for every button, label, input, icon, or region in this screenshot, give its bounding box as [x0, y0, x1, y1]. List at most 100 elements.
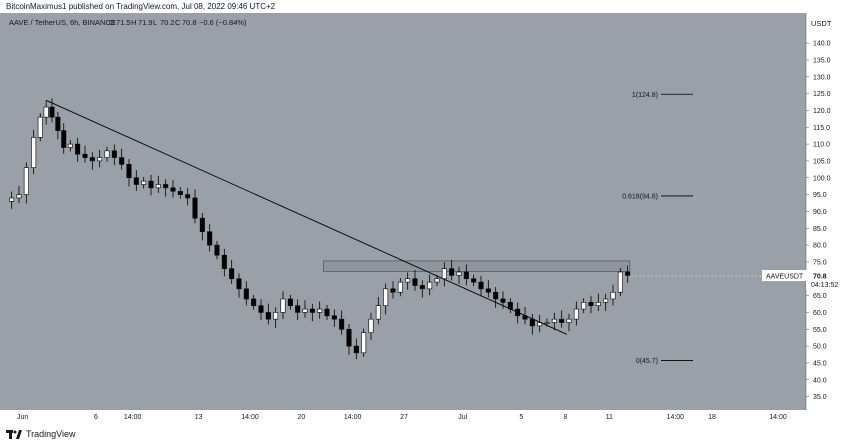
candle-body-up [302, 308, 308, 313]
time-tick-label: 14:00 [667, 414, 685, 421]
time-tick-label: 20 [297, 414, 305, 421]
price-tick-label: 85.0 [813, 226, 827, 233]
candle-body-down [89, 157, 95, 162]
candle-body-up [434, 278, 440, 283]
resistance-zone [323, 260, 631, 272]
candle-body-up [368, 318, 374, 333]
candle-body-up [397, 281, 403, 293]
symbol-tag-bg [762, 270, 806, 282]
fib-level-label: 1(124.8) [632, 92, 658, 99]
time-tick-label: Jun [17, 414, 28, 421]
time-tick-label: 13 [195, 414, 203, 421]
candle-body-down [49, 106, 55, 118]
close-label: C [175, 18, 181, 27]
candle-body-down [177, 190, 183, 195]
time-tick-label: 8 [563, 414, 567, 421]
time-axis-background [0, 410, 850, 425]
candle-body-up [9, 197, 15, 202]
candle-body-down [493, 291, 499, 300]
candle-body-up [573, 308, 579, 320]
candle-body-down [324, 308, 330, 317]
ohlc-readout: O 71.5 H 71.9 L 70.2 C 70.8 −0.6 (−0.84%… [109, 18, 247, 27]
candle-body-up [31, 137, 37, 168]
close-value: 70.8 [182, 18, 197, 27]
candle-body-down [192, 197, 198, 219]
footer-brand-text: TradingView [26, 429, 76, 439]
candle-body-up [610, 291, 616, 300]
candle-body-up [23, 167, 29, 195]
chart-title: AAVE / TetherUS, 6h, BINANCE [9, 18, 116, 27]
time-tick-label: 27 [400, 414, 408, 421]
candle-body-down [265, 312, 271, 320]
last-price-tag-bg [806, 270, 850, 291]
candle-body-up [155, 184, 161, 189]
price-tick-label: 50.0 [813, 344, 827, 351]
candle-body-up [97, 157, 103, 162]
price-axis-background [806, 13, 850, 410]
time-tick-label: 5 [519, 414, 523, 421]
publish-info: BitcoinMaximus1 published on TradingView… [0, 0, 850, 13]
candlestick-chart[interactable]: AAVE / TetherUS, 6h, BINANCE O 71.5 H 71… [0, 13, 850, 425]
candle-body-down [500, 298, 506, 303]
candle-body-down [295, 305, 301, 313]
candle-body-down [463, 271, 469, 280]
candle-body-up [37, 116, 43, 138]
candle-body-up [456, 271, 462, 276]
candle-body-down [529, 318, 535, 327]
price-tick-label: 130.0 [813, 74, 831, 81]
candle-body-down [331, 315, 337, 320]
candle-body-down [471, 278, 477, 283]
candle-body-down [478, 281, 484, 290]
price-tick-label: 45.0 [813, 360, 827, 367]
price-tick-label: 135.0 [813, 57, 831, 64]
tradingview-logo-icon [6, 429, 22, 439]
candle-body-down [214, 244, 220, 256]
candle-body-up [427, 281, 433, 290]
high-label: H [131, 18, 136, 27]
price-tick-label: 80.0 [813, 243, 827, 250]
price-tick-label: 35.0 [813, 394, 827, 401]
candle-body-down [82, 153, 88, 158]
candle-body-up [67, 143, 73, 148]
price-tick-label: 115.0 [813, 125, 830, 132]
candle-body-up [595, 302, 601, 306]
time-tick-label: 14:00 [241, 414, 259, 421]
candle-body-down [419, 285, 425, 290]
price-tick-label: 65.0 [813, 293, 827, 300]
candle-body-down [75, 143, 81, 155]
chart-area[interactable]: AAVE / TetherUS, 6h, BINANCE O 71.5 H 71… [0, 13, 850, 425]
open-label: O [109, 18, 115, 27]
candle-body-down [559, 318, 565, 323]
candle-body-down [625, 271, 631, 276]
candle-body-up [441, 268, 447, 280]
time-tick-label: 11 [606, 414, 613, 421]
descending-trendline [45, 99, 567, 335]
candle-body-down [588, 302, 594, 306]
candle-body-up [581, 302, 587, 310]
bar-countdown: 04:13:52 [811, 282, 838, 289]
candle-body-down [449, 268, 455, 276]
candle-body-down [55, 116, 61, 131]
candle-body-down [287, 298, 293, 306]
candle-body-down [243, 288, 249, 300]
price-tick-label: 120.0 [813, 108, 831, 115]
candle-body-up [273, 312, 279, 320]
candle-body-up [566, 318, 572, 323]
time-tick-label: 14:00 [124, 414, 142, 421]
candle-body-up [603, 298, 609, 303]
candle-body-down [339, 318, 345, 330]
candle-body-up [104, 150, 110, 158]
candle-body-down [236, 278, 242, 290]
currency-label: USDT [811, 19, 832, 28]
time-tick-label: Jul [458, 414, 467, 421]
candle-body-down [353, 345, 359, 354]
time-tick-label: 6 [94, 414, 98, 421]
time-tick-label: 14:00 [344, 414, 362, 421]
candle-body-down [119, 157, 125, 165]
symbol-tag-label: AAVEUSDT [766, 274, 804, 281]
fib-level-label: 0.618(94.6) [622, 193, 658, 200]
price-tick-label: 90.0 [813, 209, 827, 216]
price-tick-label: 105.0 [813, 158, 831, 165]
footer-brand: TradingView [6, 427, 76, 441]
candle-body-down [229, 268, 235, 280]
